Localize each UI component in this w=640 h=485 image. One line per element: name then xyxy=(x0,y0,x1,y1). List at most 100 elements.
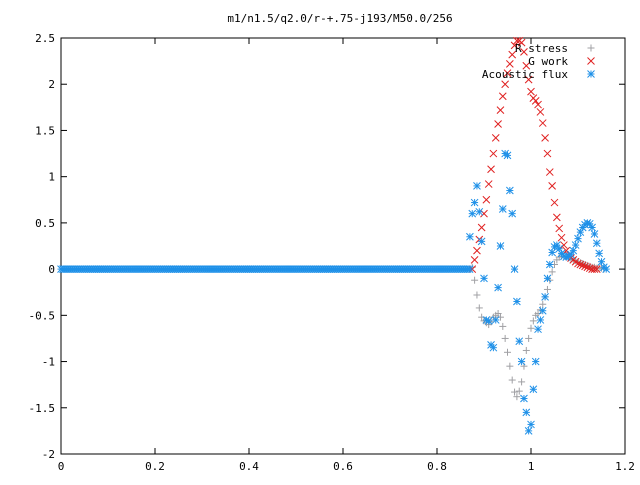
data-point xyxy=(473,291,481,299)
data-point xyxy=(515,337,524,346)
data-point xyxy=(508,50,517,59)
data-point xyxy=(522,346,530,354)
data-point xyxy=(477,237,486,246)
y-tick-label: 2 xyxy=(48,78,55,91)
data-point xyxy=(578,261,587,270)
x-tick-label: 0.4 xyxy=(239,460,259,473)
series-acoustic-flux xyxy=(57,149,611,435)
data-point xyxy=(513,36,521,45)
data-point xyxy=(465,265,474,273)
y-tick-label: -1 xyxy=(42,356,55,369)
data-point xyxy=(529,385,538,394)
data-point xyxy=(550,198,559,207)
data-point xyxy=(513,393,521,401)
data-point xyxy=(574,234,582,243)
data-point xyxy=(552,213,561,222)
data-point xyxy=(475,304,483,312)
data-point xyxy=(585,264,594,273)
data-point xyxy=(506,362,514,370)
data-point xyxy=(543,274,552,283)
x-tick-label: 0 xyxy=(58,460,65,473)
data-point xyxy=(583,263,592,272)
data-point xyxy=(504,348,511,356)
data-point xyxy=(538,119,547,127)
data-point xyxy=(520,394,528,403)
data-point xyxy=(471,276,479,284)
data-point xyxy=(503,151,512,160)
data-point xyxy=(489,149,498,158)
data-point xyxy=(534,100,542,109)
plot-frame xyxy=(60,37,626,455)
x-tick-label: 0.2 xyxy=(145,460,165,473)
data-point xyxy=(548,182,557,190)
data-point xyxy=(543,285,551,293)
data-point xyxy=(484,317,493,325)
x-tick-label: 0.6 xyxy=(333,460,353,473)
data-point xyxy=(541,133,549,142)
data-point xyxy=(517,38,526,47)
legend-marker xyxy=(587,57,595,65)
data-point xyxy=(517,357,526,366)
legend-marker xyxy=(587,70,595,78)
data-point xyxy=(531,97,540,105)
data-point xyxy=(525,334,533,342)
data-point xyxy=(543,149,552,158)
data-point xyxy=(590,230,599,238)
data-point xyxy=(477,223,486,232)
data-point xyxy=(574,259,582,268)
data-point xyxy=(513,297,521,306)
data-point xyxy=(480,274,488,283)
data-point xyxy=(527,420,535,429)
data-point xyxy=(508,376,516,384)
data-point xyxy=(527,324,535,332)
data-point xyxy=(527,87,535,96)
data-point xyxy=(470,198,479,207)
data-point xyxy=(482,195,491,204)
data-point xyxy=(590,265,599,273)
data-point xyxy=(501,334,509,342)
legend-label: Acoustic flux xyxy=(482,68,568,81)
data-point xyxy=(602,265,611,273)
y-tick-label: 1 xyxy=(48,171,55,184)
axes: 0 0.2 0.4 0.6 0.8 1 1.2 -2 -1.5 -1 -0.5 0 0.5 1 1.5 2 2.… xyxy=(29,32,635,473)
y-tick-label: -2 xyxy=(42,448,55,461)
legend-marker xyxy=(587,44,595,52)
data-point xyxy=(491,316,500,324)
data-point xyxy=(576,260,585,269)
data-point xyxy=(494,120,502,128)
data-point xyxy=(545,260,554,269)
data-point xyxy=(466,232,474,241)
x-tick-label: 0.8 xyxy=(427,460,447,473)
data-point xyxy=(505,60,514,68)
data-point xyxy=(518,378,526,386)
y-tick-label: -1.5 xyxy=(29,402,56,415)
chart-title: m1/n1.5/q2.0/r-+.75-j193/M50.0/256 xyxy=(227,12,452,25)
data-point xyxy=(524,75,533,84)
data-point xyxy=(560,241,568,249)
data-point xyxy=(522,61,531,70)
data-point xyxy=(545,168,554,176)
data-point xyxy=(484,180,493,188)
data-point xyxy=(496,242,505,250)
legend-label: R stress xyxy=(515,42,568,55)
data-point xyxy=(494,309,502,317)
x-tick-label: 1.2 xyxy=(615,460,635,473)
data-point xyxy=(505,186,514,195)
data-point xyxy=(475,207,484,216)
data-point xyxy=(473,182,481,190)
data-point xyxy=(468,209,477,218)
data-point xyxy=(581,262,589,271)
data-point xyxy=(529,317,537,325)
data-point xyxy=(511,388,519,396)
data-point xyxy=(595,249,604,258)
data-point xyxy=(473,246,481,255)
data-point xyxy=(588,223,596,232)
y-tick-label: 0.5 xyxy=(35,217,55,230)
y-tick-label: 2.5 xyxy=(35,32,55,45)
data-point xyxy=(498,92,507,101)
data-point xyxy=(515,387,523,395)
data-point xyxy=(557,233,566,242)
